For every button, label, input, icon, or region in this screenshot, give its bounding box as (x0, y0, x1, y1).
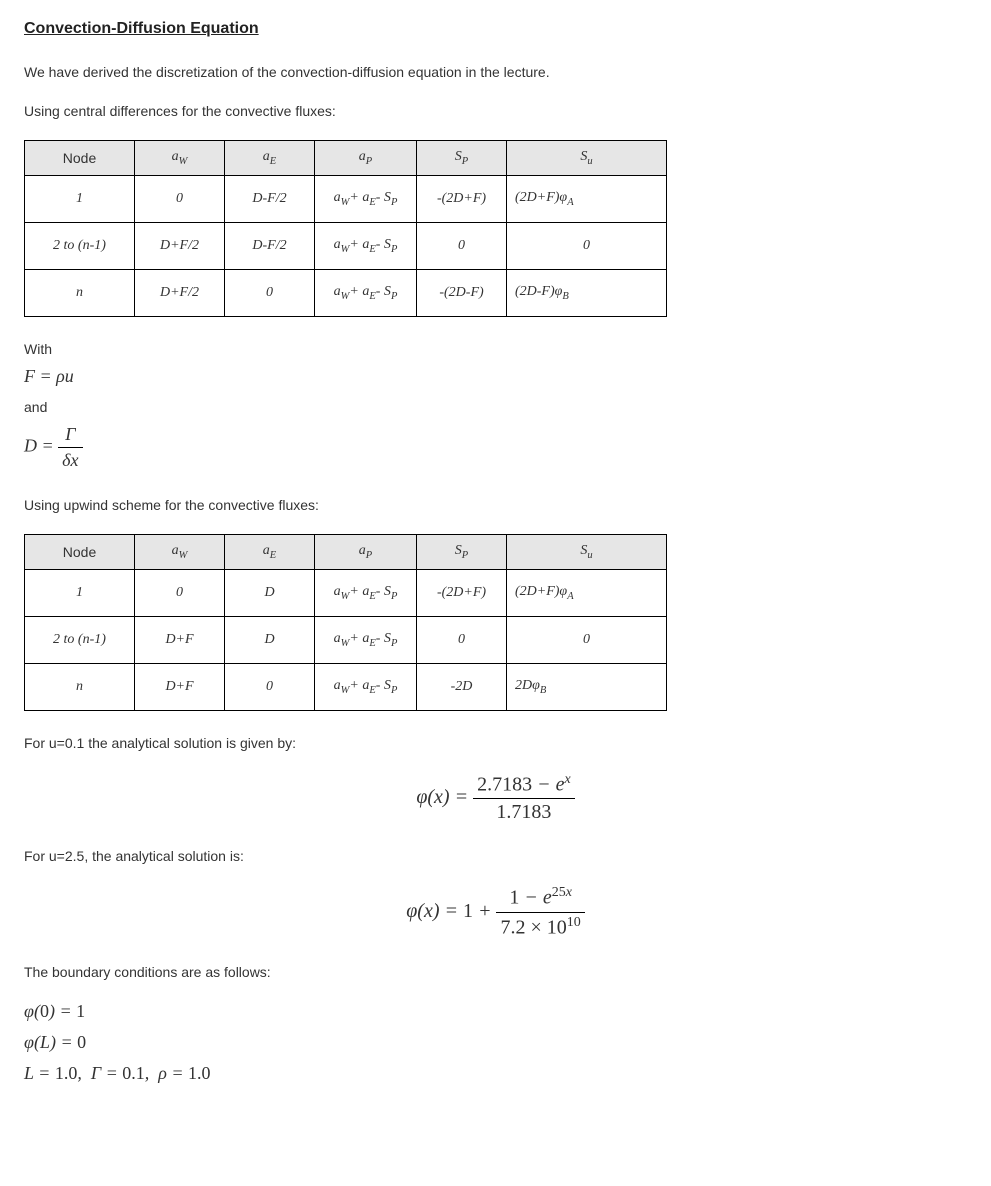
table-cell: D+F/2 (135, 269, 225, 316)
table-cell: 2 to (n-1) (25, 616, 135, 663)
upwind-caption: Using upwind scheme for the convective f… (24, 495, 967, 516)
table-cell: 0 (135, 569, 225, 616)
col-ap: aP (315, 534, 417, 569)
and-label: and (24, 397, 967, 418)
table-cell: (2D+F)φA (507, 569, 667, 616)
col-aw: aW (135, 141, 225, 176)
table-row: nD+F/20aW+ aE- SP-(2D-F)(2D-F)φB (25, 269, 667, 316)
table-cell: 0 (507, 222, 667, 269)
table-row: 10DaW+ aE- SP-(2D+F)(2D+F)φA (25, 569, 667, 616)
central-tbody: 10D-F/2aW+ aE- SP-(2D+F)(2D+F)φA2 to (n-… (25, 175, 667, 316)
bc-caption: The boundary conditions are as follows: (24, 962, 967, 983)
table-cell: n (25, 663, 135, 710)
table-cell: aW+ aE- SP (315, 663, 417, 710)
table-cell: (2D+F)φA (507, 175, 667, 222)
table-cell: 1 (25, 569, 135, 616)
sol-u25-caption: For u=2.5, the analytical solution is: (24, 846, 967, 867)
col-su: Su (507, 141, 667, 176)
bc-params: L = 1.0, Γ = 0.1, ρ = 1.0 (24, 1063, 967, 1084)
col-sp: SP (417, 141, 507, 176)
col-node: Node (25, 534, 135, 569)
col-ae: aE (225, 534, 315, 569)
table-cell: 0 (507, 616, 667, 663)
eq-phi-1: φ(x) = 2.7183 − ex1.7183 (24, 772, 967, 825)
central-diff-table: Node aW aE aP SP Su 10D-F/2aW+ aE- SP-(2… (24, 140, 667, 317)
table-cell: D+F (135, 663, 225, 710)
col-aw: aW (135, 534, 225, 569)
intro-text: We have derived the discretization of th… (24, 62, 967, 83)
col-node: Node (25, 141, 135, 176)
table-header-row: Node aW aE aP SP Su (25, 534, 667, 569)
upwind-tbody: 10DaW+ aE- SP-(2D+F)(2D+F)φA2 to (n-1)D+… (25, 569, 667, 710)
table-cell: -(2D-F) (417, 269, 507, 316)
table-cell: -(2D+F) (417, 175, 507, 222)
page-title: Convection-Diffusion Equation (24, 20, 967, 38)
table-cell: D-F/2 (225, 222, 315, 269)
col-ap: aP (315, 141, 417, 176)
table-cell: D (225, 569, 315, 616)
table-cell: (2D-F)φB (507, 269, 667, 316)
with-label: With (24, 339, 967, 360)
table-cell: 0 (135, 175, 225, 222)
col-su: Su (507, 534, 667, 569)
table-cell: D-F/2 (225, 175, 315, 222)
table-cell: 0 (417, 222, 507, 269)
col-ae: aE (225, 141, 315, 176)
bc-2: φ(L) = 0 (24, 1032, 967, 1053)
eq-f: F = ρu (24, 366, 967, 387)
table-cell: 1 (25, 175, 135, 222)
table-row: nD+F0aW+ aE- SP-2D2DφB (25, 663, 667, 710)
table-cell: n (25, 269, 135, 316)
table-cell: 0 (225, 663, 315, 710)
col-sp: SP (417, 534, 507, 569)
table-cell: aW+ aE- SP (315, 569, 417, 616)
table-cell: aW+ aE- SP (315, 269, 417, 316)
table-cell: -2D (417, 663, 507, 710)
table-row: 2 to (n-1)D+F/2D-F/2aW+ aE- SP00 (25, 222, 667, 269)
upwind-table: Node aW aE aP SP Su 10DaW+ aE- SP-(2D+F)… (24, 534, 667, 711)
central-caption: Using central differences for the convec… (24, 101, 967, 122)
table-cell: 2 to (n-1) (25, 222, 135, 269)
table-cell: 0 (225, 269, 315, 316)
table-cell: 2DφB (507, 663, 667, 710)
eq-phi-2: φ(x) = 1 + 1 − e25x7.2 × 1010 (24, 885, 967, 939)
table-cell: aW+ aE- SP (315, 222, 417, 269)
table-row: 10D-F/2aW+ aE- SP-(2D+F)(2D+F)φA (25, 175, 667, 222)
table-cell: aW+ aE- SP (315, 616, 417, 663)
table-row: 2 to (n-1)D+FDaW+ aE- SP00 (25, 616, 667, 663)
table-cell: -(2D+F) (417, 569, 507, 616)
eq-d: D = Γδx (24, 424, 967, 471)
table-header-row: Node aW aE aP SP Su (25, 141, 667, 176)
bc-1: φ(0) = 1 (24, 1001, 967, 1022)
table-cell: D+F (135, 616, 225, 663)
table-cell: D (225, 616, 315, 663)
table-cell: aW+ aE- SP (315, 175, 417, 222)
table-cell: 0 (417, 616, 507, 663)
table-cell: D+F/2 (135, 222, 225, 269)
sol-u01-caption: For u=0.1 the analytical solution is giv… (24, 733, 967, 754)
